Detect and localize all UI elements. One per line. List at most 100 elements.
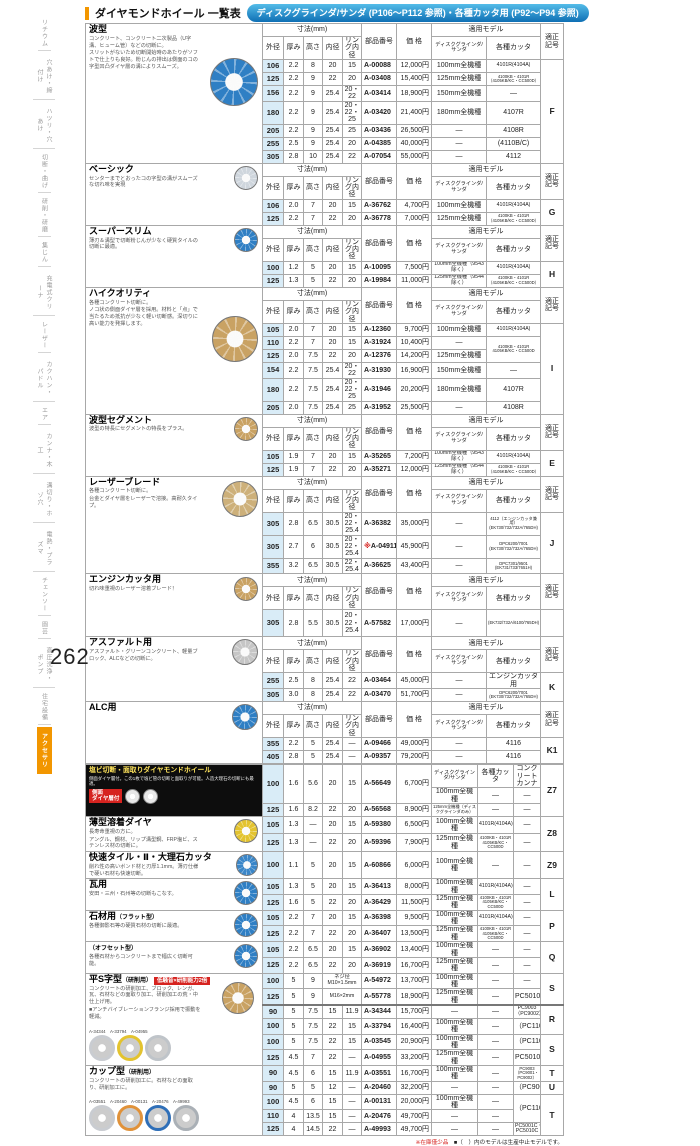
table-cell: 20 <box>322 260 343 275</box>
table-cell: 14.5 <box>303 1122 323 1137</box>
cup-wheel-photo <box>89 1105 115 1131</box>
table-cell: 7 <box>303 462 323 477</box>
section-name: 快速タイル・Ⅱ・大理石カッタ <box>89 852 212 863</box>
table-cell: 高さ <box>303 35 323 61</box>
section-name: エンジンカッタ用 <box>89 574 162 585</box>
table-cell: 5 <box>283 1017 304 1035</box>
table-cell: ― <box>477 956 514 974</box>
table-cell: ― <box>477 1093 514 1111</box>
table-cell: 高さ <box>303 714 323 739</box>
table-cell: 125mm全機種 <box>431 1049 478 1066</box>
sidebar-item-18[interactable]: アクセサリ <box>36 727 52 774</box>
sidebar-item-13[interactable]: 電熱・プラズマ <box>33 525 55 572</box>
header-model: 適用モデル <box>431 413 542 428</box>
sidebar-item-10[interactable]: エア <box>37 404 51 425</box>
table-cell: 20 <box>322 909 343 927</box>
table-cell: （PC9001） <box>513 1080 541 1095</box>
table-cell: ― <box>342 1049 362 1066</box>
table-cell: 25 <box>341 400 363 415</box>
header-od: 外径 <box>262 714 284 739</box>
price-cell: 17,000円 <box>396 609 433 638</box>
header-model: 適用モデル <box>431 573 542 588</box>
sidebar-item-6[interactable]: 集じん <box>37 239 51 267</box>
table-cell: 各種カッタ <box>486 426 542 451</box>
product-disc-photo <box>222 981 254 1014</box>
table-cell: 1.3 <box>283 833 304 853</box>
table-cell: 7 <box>303 1049 323 1066</box>
table-cell: 25.4 <box>322 123 343 138</box>
table-cell: 125 <box>262 1122 284 1137</box>
table-cell: ― <box>477 1080 514 1095</box>
table-cell: 内径 <box>322 649 343 674</box>
table-cell: 15 <box>341 59 363 74</box>
section-label: 塩ビ切断・面取りダイヤモンドホイール 側面ダイヤ層付。この1枚で塩ビ管の切断と面取… <box>85 764 263 817</box>
table-cell: ― <box>513 815 541 835</box>
sidebar-item-9[interactable]: カクハン・パドル <box>33 355 55 402</box>
header-price: 価 格 <box>396 162 433 200</box>
part-number-cell: A-36429 <box>361 894 397 911</box>
product-disc-photo <box>143 788 159 804</box>
part-number-cell: A-09466 <box>361 737 398 752</box>
header-model: 適用モデル <box>431 636 542 651</box>
table-cell: ― <box>431 1122 478 1137</box>
table-cell: 22 <box>341 672 363 690</box>
table-cell: 2.2 <box>283 123 304 138</box>
sidebar-item-7[interactable]: 充電式クリーナ <box>33 269 55 316</box>
table-cell: 20・22 <box>341 85 363 102</box>
sidebar-item-3[interactable]: ハツリ・穴あけ <box>33 102 55 149</box>
page-title: ダイヤモンドホイール 一覧表 <box>95 8 241 20</box>
table-cell: 7 <box>303 449 323 464</box>
table-cell: ― <box>513 925 541 943</box>
part-number-cell: A-36902 <box>361 941 397 958</box>
table-cell: 内径 <box>322 175 343 200</box>
header-dims: 寸法(mm) <box>261 286 363 301</box>
table-cell: 2.8 <box>283 609 304 638</box>
sidebar-item-4[interactable]: 切断・曲げ <box>37 151 51 193</box>
sidebar-item-14[interactable]: チェンソー <box>37 574 51 616</box>
table-cell: 125 <box>262 462 284 477</box>
table-cell: 106 <box>262 198 284 213</box>
table-cell: 125mm全機種（ディスクグラインダのみ） <box>431 802 478 817</box>
suitability-mark: E <box>540 449 565 477</box>
table-cell: ― <box>513 972 541 990</box>
header-mark: 適正 記号 <box>540 224 565 262</box>
table-cell: 2.5 <box>283 136 304 151</box>
sidebar-item-1[interactable]: リチウム <box>37 16 51 51</box>
table-cell: 20 <box>342 833 362 853</box>
table-cell: 5 <box>303 1080 323 1095</box>
section-name: ALC用 <box>89 702 117 713</box>
header-price: 価 格 <box>396 224 433 262</box>
table2: 塩ビ切断・面取りダイヤモンドホイール 側面ダイヤ層付。この1枚で塩ビ管の切断と面取… <box>85 764 564 1137</box>
sidebar-item-5[interactable]: 研削・研磨 <box>37 195 51 237</box>
header-model: 適用モデル <box>431 162 542 177</box>
table-cell: リング内径 <box>341 299 363 324</box>
sidebar-item-16[interactable]: 高圧洗浄・ポンプ <box>33 641 55 688</box>
feature-banner: 低騒音×研削能力2倍 <box>154 976 211 985</box>
table-cell: 15 <box>342 764 362 804</box>
table-cell: 30.5 <box>322 511 343 536</box>
sidebar-item-8[interactable]: レーザー <box>37 318 51 353</box>
table-cell: 8 <box>303 59 323 74</box>
header-dims: 寸法(mm) <box>261 413 363 428</box>
sidebar-item-17[interactable]: 住宅設備 <box>37 690 51 725</box>
price-cell: 11,500円 <box>396 894 432 911</box>
table-cell: 125mm全機種 <box>431 348 488 363</box>
table-cell: 4100KB・4101R（4105KB/KC・CC500D） <box>486 211 542 226</box>
table-cell: ― <box>431 534 488 559</box>
part-number-cell: A-03420 <box>361 100 398 125</box>
sidebar-item-2[interactable]: 穴あけ・締付け <box>33 53 55 100</box>
table-cell: ― <box>431 136 488 151</box>
sidebar-item-11[interactable]: カンナ・木工 <box>33 427 55 474</box>
table-cell: 9 <box>303 123 323 138</box>
table-cell: 4100KB・4101R 4105KB/KC・CC500D <box>477 833 514 853</box>
table-cell: 100 <box>262 1017 284 1035</box>
table-cell: 355 <box>262 737 284 752</box>
table-cell: 100mm全機種（9543除く） <box>431 449 488 464</box>
table-cell: 各種カッタ <box>486 175 542 200</box>
sidebar-item-15[interactable]: 園芸 <box>37 618 51 639</box>
header-part: 部品番号 <box>361 636 398 674</box>
table-cell: ― <box>431 1109 478 1124</box>
price-cell: 49,700円 <box>396 1109 432 1124</box>
sidebar-item-12[interactable]: 溝切り・ホゾ穴 <box>33 476 55 523</box>
part-number-cell: A-12376 <box>361 348 398 363</box>
